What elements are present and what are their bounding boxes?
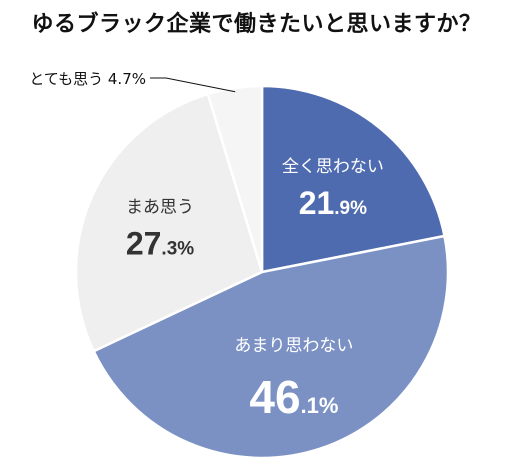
leader-line xyxy=(150,77,236,93)
slice-value-2: 46.1% xyxy=(249,371,338,423)
slice-label-2: あまり思わない xyxy=(234,336,353,356)
pie-slice-4 xyxy=(206,84,264,273)
slice-value-3: 27.3% xyxy=(126,226,194,262)
chart-title: ゆるブラック企業で働きたいと思いますか？ xyxy=(31,12,482,37)
slice-label-3: まあ思う xyxy=(126,198,194,218)
slice-label-1: 全く思わない xyxy=(282,157,384,177)
pie-slice-3 xyxy=(74,92,264,353)
slice-value-1: 21.9% xyxy=(299,185,367,221)
slice-outside-label: とても思う 4.7% xyxy=(29,70,146,88)
pie-slice-2 xyxy=(92,234,450,460)
pie-slice-1 xyxy=(260,84,446,274)
